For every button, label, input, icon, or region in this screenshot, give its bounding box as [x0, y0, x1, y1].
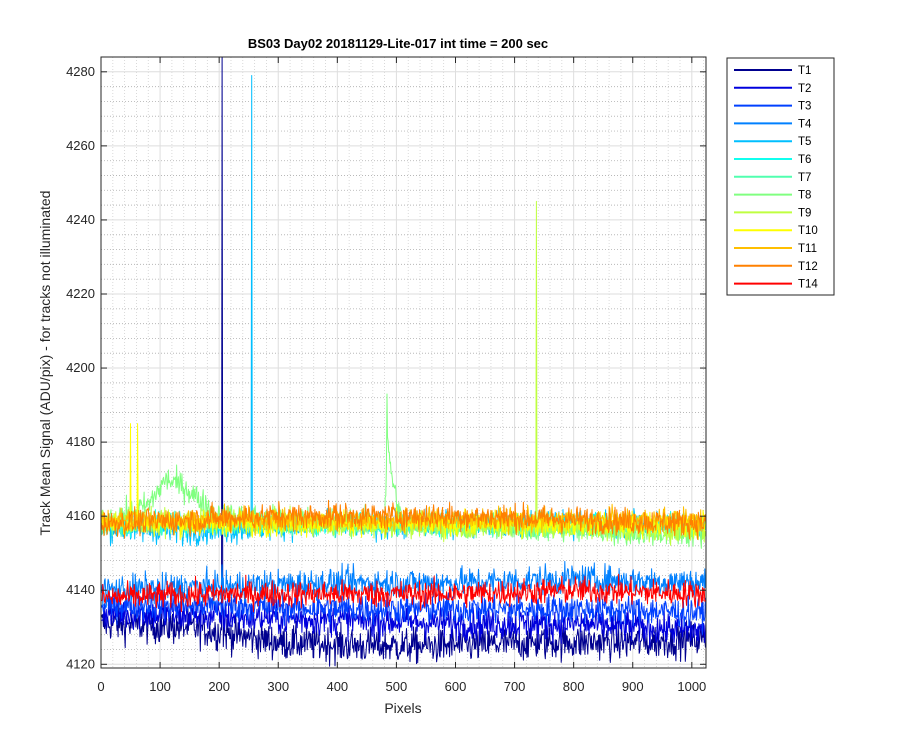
x-tick-label: 900 — [622, 679, 644, 694]
y-tick-label: 4220 — [66, 286, 95, 301]
legend-label-t11: T11 — [798, 243, 817, 255]
legend-label-t5: T5 — [798, 136, 811, 148]
plot-area: 0 100 200 300 400 500 600 700 800 900 1000 4120 414… — [66, 56, 707, 694]
y-tick-label: 4200 — [66, 360, 95, 375]
legend-label-t8: T8 — [798, 190, 811, 202]
y-tick-label: 4180 — [66, 434, 95, 449]
x-tick-label: 1000 — [677, 679, 706, 694]
y-tick-label: 4240 — [66, 212, 95, 227]
y-tick-label: 4160 — [66, 508, 95, 523]
y-tick-label: 4120 — [66, 656, 95, 671]
legend-label-t7: T7 — [798, 172, 811, 184]
x-tick-label: 700 — [504, 679, 526, 694]
legend: T1 T2 T3 T4 T5 T6 T7 T8 T9 T10 T11 T12 T14 — [726, 57, 835, 296]
x-tick-label: 600 — [445, 679, 467, 694]
series-layer — [101, 56, 707, 667]
series-line-t12 — [101, 499, 707, 540]
x-tick-label: 100 — [149, 679, 171, 694]
legend-label-t12: T12 — [798, 261, 818, 273]
legend-label-t3: T3 — [798, 101, 811, 113]
axes-background — [101, 57, 706, 668]
series-line-t1 — [101, 56, 707, 667]
y-tick-label: 4140 — [66, 582, 95, 597]
y-axis: 4120 4140 4160 4180 4200 4220 4240 4260 4280 — [66, 64, 706, 671]
legend-label-t1: T1 — [798, 65, 811, 77]
axes-box — [100, 56, 707, 669]
chart-title: BS03 Day02 20181129-Lite-017 int time = … — [248, 36, 548, 51]
x-tick-label: 400 — [326, 679, 348, 694]
legend-label-t9: T9 — [798, 207, 811, 219]
y-axis-label: Track Mean Signal (ADU/pix) - for tracks… — [37, 191, 53, 536]
legend-label-t4: T4 — [798, 118, 812, 130]
x-axis-label: Pixels — [384, 700, 421, 716]
y-tick-label: 4260 — [66, 138, 95, 153]
legend-label-t10: T10 — [798, 225, 818, 237]
x-axis: 0 100 200 300 400 500 600 700 800 900 1000 — [97, 57, 706, 694]
legend-label-t2: T2 — [798, 83, 811, 95]
x-tick-label: 800 — [563, 679, 585, 694]
series-line-t14 — [101, 573, 706, 613]
legend-label-t14: T14 — [798, 279, 818, 291]
x-tick-label: 300 — [267, 679, 289, 694]
x-tick-label: 0 — [97, 679, 104, 694]
legend-label-t6: T6 — [798, 154, 811, 166]
y-tick-label: 4280 — [66, 64, 95, 79]
x-tick-label: 500 — [386, 679, 408, 694]
x-tick-label: 200 — [208, 679, 230, 694]
